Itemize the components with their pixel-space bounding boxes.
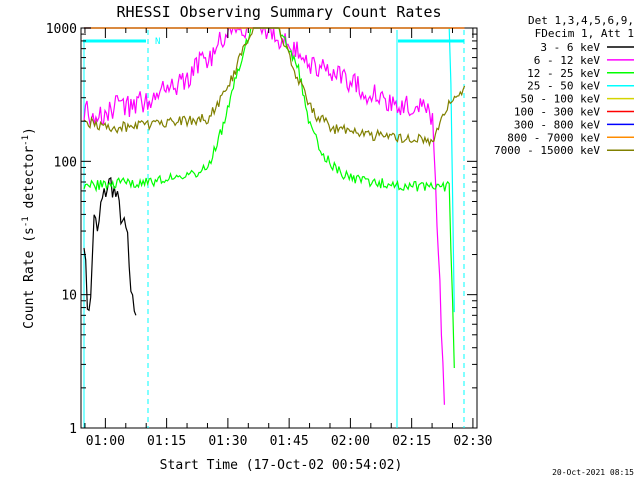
footer-timestamp: 20-Oct-2021 08:15	[552, 468, 634, 477]
y-tick-label: 10	[61, 289, 77, 304]
series-line-25-50keV	[84, 27, 455, 313]
legend-label: 6 - 12 keV	[534, 54, 601, 67]
series-line-3-6keV	[83, 176, 137, 316]
legend: Det 1,3,4,5,6,9, FDecim 1, Att 1 3 - 6 k…	[494, 14, 634, 157]
x-tick-label: 01:45	[270, 434, 309, 449]
x-tick-label: 02:30	[453, 434, 492, 449]
legend-label: 300 - 800 keV	[514, 118, 600, 131]
x-tick-label: 02:00	[331, 434, 370, 449]
legend-label: 7000 - 15000 keV	[494, 144, 600, 157]
chart-title: RHESSI Observing Summary Count Rates	[116, 3, 441, 21]
x-axis-label: Start Time (17-Oct-02 00:54:02)	[160, 458, 403, 473]
series-line-7000-15000keV	[83, 27, 466, 148]
series-lines	[83, 26, 466, 405]
y-tick-label: 1	[69, 422, 77, 437]
x-tick-label: 01:00	[86, 434, 125, 449]
annotation-marker: N	[155, 37, 160, 47]
series-line-12-25keV	[83, 27, 455, 369]
legend-header-line1: Det 1,3,4,5,6,9,	[528, 14, 634, 27]
legend-label: 100 - 300 keV	[514, 106, 600, 119]
legend-label: 50 - 100 keV	[521, 93, 601, 106]
x-tick-label: 02:15	[392, 434, 431, 449]
legend-label: 12 - 25 keV	[527, 67, 600, 80]
legend-header-line2: FDecim 1, Att 1	[535, 27, 634, 40]
y-axis: 1 10 100 1000	[46, 22, 477, 437]
y-tick-label: 100	[54, 155, 77, 170]
y-tick-label: 1000	[46, 22, 77, 37]
plot-frame	[80, 27, 478, 429]
y-axis-label: Count Rate (s-1 detector-1)	[21, 127, 37, 329]
series-line-6-12keV	[83, 26, 445, 405]
legend-label: 25 - 50 keV	[527, 80, 600, 93]
legend-label: 800 - 7000 keV	[507, 131, 600, 144]
x-tick-label: 01:15	[147, 434, 186, 449]
attenuator-state-lines	[83, 30, 465, 428]
legend-label: 3 - 6 keV	[540, 41, 600, 54]
x-axis: 01:00 01:15 01:30 01:45 02:00 02:15 02:30	[84, 28, 492, 449]
x-tick-label: 01:30	[208, 434, 247, 449]
